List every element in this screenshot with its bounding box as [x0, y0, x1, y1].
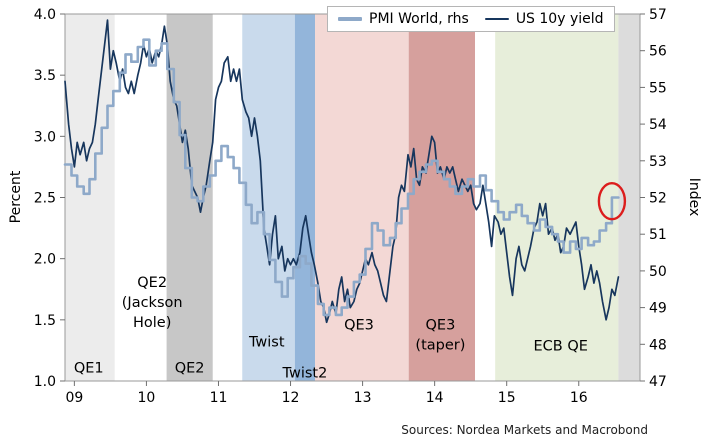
band-label: QE2: [175, 360, 205, 376]
shaded-band: [495, 14, 619, 381]
x-tick-label: 13: [354, 390, 372, 406]
band-label: QE1: [74, 360, 104, 376]
x-tick-label: 11: [210, 390, 228, 406]
band-label: Twist2: [282, 365, 328, 381]
left-axis-title: Percent: [8, 170, 24, 224]
left-tick-label: 3.0: [34, 129, 56, 145]
right-tick-label: 49: [649, 301, 667, 317]
right-tick-label: 55: [649, 80, 667, 96]
legend-label-us10y: US 10y yield: [515, 11, 604, 27]
x-tick-label: 12: [282, 390, 300, 406]
shaded-band: [408, 14, 475, 381]
x-tick-label: 15: [498, 390, 516, 406]
shaded-band: [618, 14, 640, 381]
right-axis-title: Index: [686, 177, 702, 217]
left-tick-label: 1.0: [34, 374, 56, 390]
right-tick-label: 57: [649, 7, 667, 23]
x-tick-label: 14: [426, 390, 444, 406]
right-tick-label: 50: [649, 264, 667, 280]
shaded-band: [242, 14, 295, 381]
left-tick-label: 2.5: [34, 191, 56, 207]
legend-item-us10y: US 10y yield: [484, 11, 604, 27]
x-tick-label: 09: [65, 390, 83, 406]
shaded-band: [65, 14, 115, 381]
band-label: Twist: [248, 335, 285, 351]
left-tick-label: 1.5: [34, 313, 56, 329]
right-tick-label: 51: [649, 227, 667, 243]
band-label: QE2 (Jackson Hole): [122, 275, 183, 331]
right-tick-label: 54: [649, 117, 667, 133]
left-tick-label: 3.5: [34, 68, 56, 84]
pmi-line-swatch-icon: [338, 17, 362, 21]
shaded-band: [294, 14, 316, 381]
left-tick-label: 4.0: [34, 7, 56, 23]
legend-label-pmi: PMI World, rhs: [369, 11, 469, 27]
us-10y-yield-line: [64, 19, 620, 324]
legend-item-pmi: PMI World, rhs: [338, 11, 469, 27]
shaded-band: [315, 14, 409, 381]
right-tick-label: 47: [649, 374, 667, 390]
right-tick-label: 52: [649, 191, 667, 207]
x-tick-label: 10: [138, 390, 156, 406]
left-tick-label: 2.0: [34, 252, 56, 268]
band-label: ECB QE: [534, 338, 588, 354]
right-tick-label: 48: [649, 337, 667, 353]
x-tick-label: 16: [570, 390, 588, 406]
band-label: QE3 (taper): [415, 318, 465, 354]
highlight-ellipse: [597, 181, 627, 221]
chart-legend: PMI World, rhs US 10y yield: [327, 6, 615, 32]
band-label: QE3: [344, 318, 374, 334]
source-note: Sources: Nordea Markets and Macrobond: [401, 423, 648, 437]
right-tick-label: 53: [649, 154, 667, 170]
right-tick-label: 56: [649, 44, 667, 60]
us10y-line-swatch-icon: [484, 18, 509, 20]
pmi-world-line: [63, 38, 620, 317]
